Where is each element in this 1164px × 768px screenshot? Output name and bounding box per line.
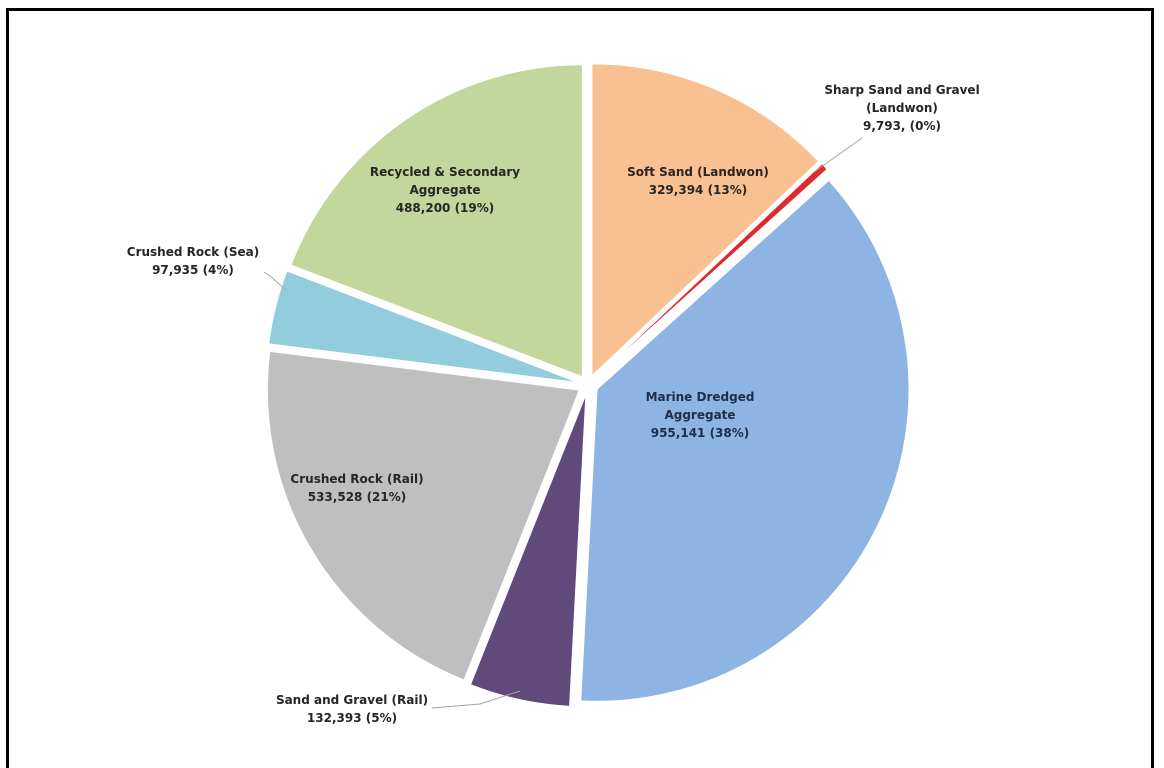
leader-line-crushed-rock-sea: [263, 271, 287, 291]
pie-slice-marine-dredged-aggregate: [580, 179, 910, 702]
pie-slice-soft-sand-landwon: [591, 63, 820, 377]
pie-slice-sand-and-gravel-rail: [469, 394, 587, 707]
leader-line-sand-and-gravel-rail: [431, 690, 521, 709]
pie-slice-crushed-rock-rail: [266, 350, 581, 681]
data-label-marine-dredged-aggregate: Marine Dredged Aggregate 955,141 (38%): [646, 390, 755, 440]
data-label-crushed-rock-rail: Crushed Rock (Rail) 533,528 (21%): [290, 472, 423, 504]
pie-slice-recycled-secondary-aggregate: [290, 64, 583, 378]
data-label-sand-and-gravel-rail: Sand and Gravel (Rail) 132,393 (5%): [276, 693, 428, 725]
pie-slice-crushed-rock-sea: [268, 270, 579, 384]
data-label-recycled-secondary-aggregate: Recycled & Secondary Aggregate 488,200 (19…: [370, 165, 520, 215]
leader-line-sharp-sand-and-gravel-landwon: [813, 137, 863, 173]
data-label-crushed-rock-sea: Crushed Rock (Sea) 97,935 (4%): [127, 245, 259, 277]
pie-slice-sharp-sand-and-gravel-landwon: [595, 163, 828, 379]
data-label-sharp-sand-and-gravel-landwon: Sharp Sand and Gravel (Landwon) 9,793, (0%…: [824, 83, 979, 133]
data-label-soft-sand-landwon: Soft Sand (Landwon) 329,394 (13%): [627, 165, 769, 197]
